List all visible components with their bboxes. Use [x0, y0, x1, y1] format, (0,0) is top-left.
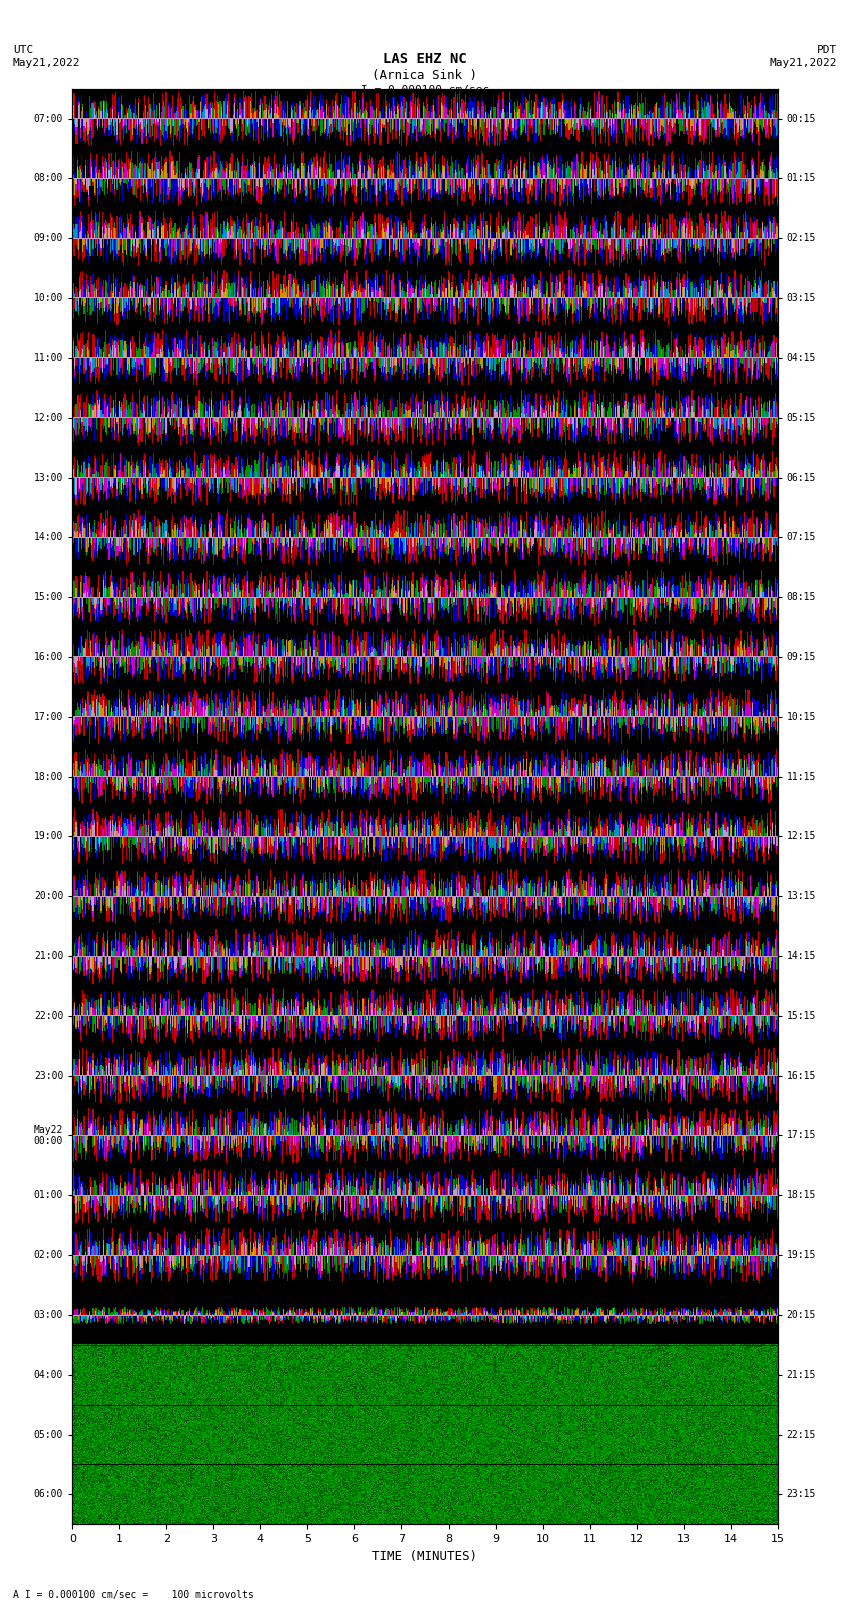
Text: PDT
May21,2022: PDT May21,2022	[770, 45, 837, 68]
Text: (Arnica Sink ): (Arnica Sink )	[372, 69, 478, 82]
Text: LAS EHZ NC: LAS EHZ NC	[383, 52, 467, 66]
Text: I = 0.000100 cm/sec: I = 0.000100 cm/sec	[361, 85, 489, 95]
Text: A I = 0.000100 cm/sec =    100 microvolts: A I = 0.000100 cm/sec = 100 microvolts	[13, 1590, 253, 1600]
Text: UTC
May21,2022: UTC May21,2022	[13, 45, 80, 68]
X-axis label: TIME (MINUTES): TIME (MINUTES)	[372, 1550, 478, 1563]
